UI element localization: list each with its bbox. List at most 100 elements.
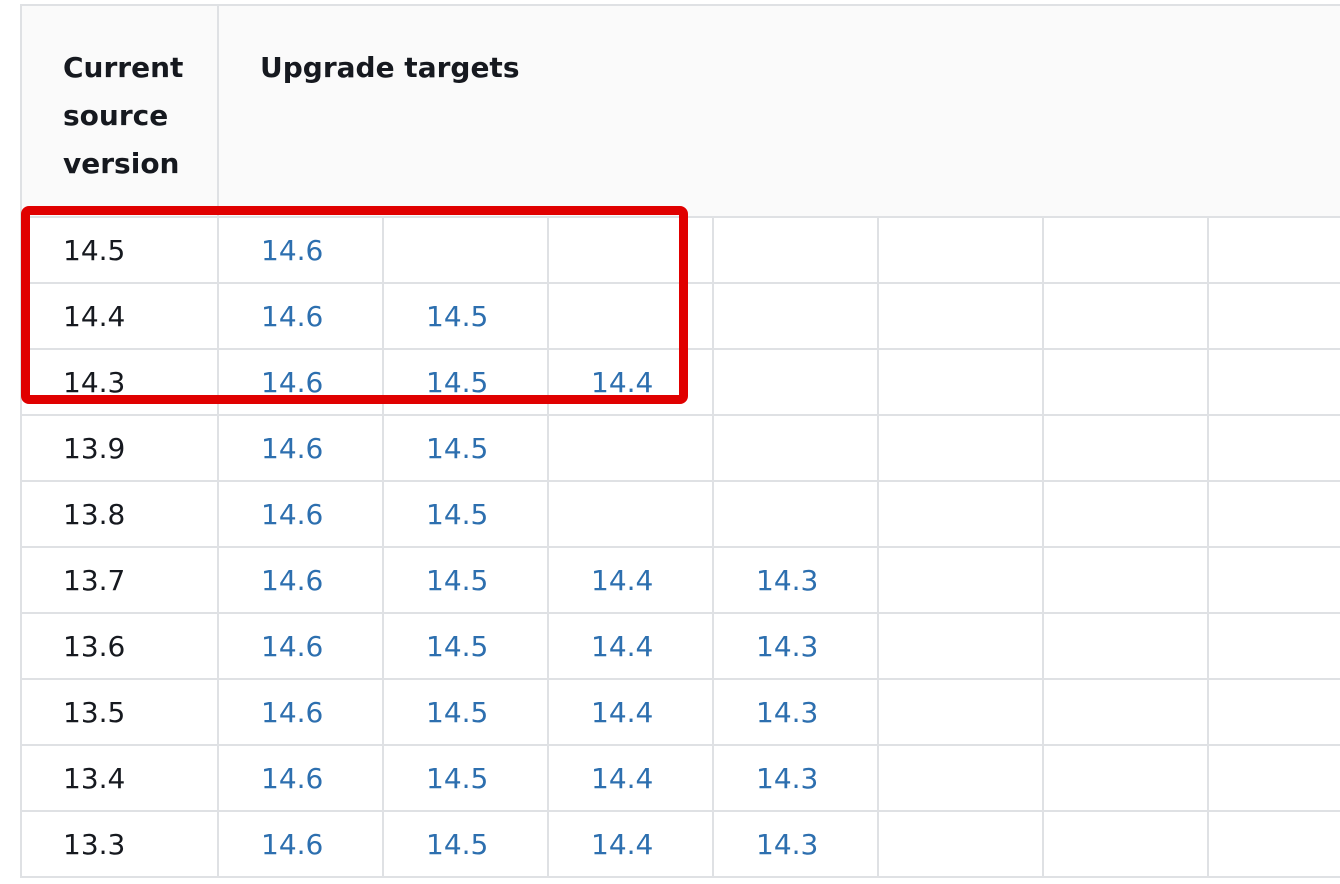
upgrade-target-link[interactable]: 14.6 [261,365,324,399]
empty-cell [547,216,714,284]
empty-cell [1206,546,1340,614]
empty-cell [1042,612,1209,680]
empty-cell [547,480,714,548]
upgrade-target-cell: 14.6 [217,216,384,284]
table-row: 13.7 14.6 14.5 14.4 14.3 [20,546,1340,614]
table-header-row: Current source version Upgrade targets [20,4,1340,218]
empty-cell [1042,414,1209,482]
empty-cell [1042,810,1209,878]
empty-cell [1206,810,1340,878]
upgrade-target-cell: 14.3 [712,546,879,614]
upgrade-target-cell: 14.5 [382,546,549,614]
empty-cell [1206,414,1340,482]
upgrade-target-link[interactable]: 14.5 [426,695,489,729]
upgrade-target-link[interactable]: 14.4 [591,761,654,795]
empty-cell [877,744,1044,812]
upgrade-target-cell: 14.5 [382,612,549,680]
empty-cell [712,282,879,350]
upgrade-target-link[interactable]: 14.6 [261,233,324,267]
upgrade-target-link[interactable]: 14.5 [426,629,489,663]
upgrade-target-cell: 14.4 [547,810,714,878]
upgrade-target-link[interactable]: 14.6 [261,761,324,795]
empty-cell [877,282,1044,350]
empty-cell [1042,216,1209,284]
empty-cell [1206,282,1340,350]
empty-cell [1042,546,1209,614]
upgrade-target-link[interactable]: 14.5 [426,299,489,333]
upgrade-target-cell: 14.6 [217,414,384,482]
upgrade-target-cell: 14.4 [547,678,714,746]
empty-cell [1206,348,1340,416]
table-row: 13.3 14.6 14.5 14.4 14.3 [20,810,1340,878]
empty-cell [1206,744,1340,812]
empty-cell [1042,744,1209,812]
upgrade-target-link[interactable]: 14.4 [591,563,654,597]
empty-cell [1206,678,1340,746]
table-row: 13.6 14.6 14.5 14.4 14.3 [20,612,1340,680]
table-row: 13.8 14.6 14.5 [20,480,1340,548]
empty-cell [877,480,1044,548]
upgrade-target-link[interactable]: 14.6 [261,497,324,531]
table-row: 13.5 14.6 14.5 14.4 14.3 [20,678,1340,746]
upgrade-target-cell: 14.4 [547,348,714,416]
upgrade-target-link[interactable]: 14.4 [591,629,654,663]
upgrade-target-link[interactable]: 14.5 [426,365,489,399]
upgrade-target-link[interactable]: 14.5 [426,827,489,861]
source-version-cell: 13.9 [20,414,219,482]
upgrade-target-link[interactable]: 14.5 [426,431,489,465]
source-version-cell: 14.4 [20,282,219,350]
upgrade-target-link[interactable]: 14.6 [261,299,324,333]
upgrade-target-link[interactable]: 14.5 [426,563,489,597]
upgrade-target-link[interactable]: 14.5 [426,761,489,795]
source-version-cell: 14.5 [20,216,219,284]
upgrade-target-link[interactable]: 14.6 [261,431,324,465]
empty-cell [877,546,1044,614]
upgrade-target-cell: 14.4 [547,612,714,680]
upgrade-target-link[interactable]: 14.3 [756,761,819,795]
empty-cell [712,348,879,416]
empty-cell [1206,480,1340,548]
upgrade-target-cell: 14.4 [547,546,714,614]
empty-cell [1042,678,1209,746]
upgrade-target-cell: 14.6 [217,744,384,812]
table-body: 14.5 14.6 14.4 14.6 14.5 14.3 14.6 14.5 14.4 13.9… [20,216,1340,878]
upgrade-target-cell: 14.6 [217,480,384,548]
upgrade-target-link[interactable]: 14.5 [426,497,489,531]
source-version-cell: 13.7 [20,546,219,614]
upgrade-target-cell: 14.5 [382,348,549,416]
source-version-cell: 14.3 [20,348,219,416]
empty-cell [382,216,549,284]
upgrade-target-link[interactable]: 14.6 [261,563,324,597]
source-version-cell: 13.3 [20,810,219,878]
upgrade-target-cell: 14.6 [217,348,384,416]
empty-cell [712,216,879,284]
table-row: 13.4 14.6 14.5 14.4 14.3 [20,744,1340,812]
empty-cell [1042,282,1209,350]
upgrade-target-link[interactable]: 14.3 [756,629,819,663]
upgrade-target-link[interactable]: 14.4 [591,365,654,399]
upgrade-target-link[interactable]: 14.6 [261,827,324,861]
upgrade-target-link[interactable]: 14.4 [591,827,654,861]
empty-cell [547,414,714,482]
table-row: 14.4 14.6 14.5 [20,282,1340,350]
upgrade-target-cell: 14.6 [217,810,384,878]
upgrade-target-link[interactable]: 14.6 [261,629,324,663]
upgrade-target-cell: 14.6 [217,282,384,350]
empty-cell [1042,348,1209,416]
source-version-cell: 13.5 [20,678,219,746]
upgrade-target-link[interactable]: 14.3 [756,563,819,597]
empty-cell [712,480,879,548]
empty-cell [712,414,879,482]
table-row: 14.5 14.6 [20,216,1340,284]
empty-cell [877,348,1044,416]
empty-cell [877,414,1044,482]
upgrade-target-cell: 14.6 [217,612,384,680]
upgrade-target-link[interactable]: 14.3 [756,827,819,861]
upgrade-target-link[interactable]: 14.6 [261,695,324,729]
upgrade-target-link[interactable]: 14.4 [591,695,654,729]
upgrade-target-cell: 14.3 [712,612,879,680]
upgrade-target-cell: 14.3 [712,810,879,878]
source-version-cell: 13.8 [20,480,219,548]
upgrade-target-link[interactable]: 14.3 [756,695,819,729]
